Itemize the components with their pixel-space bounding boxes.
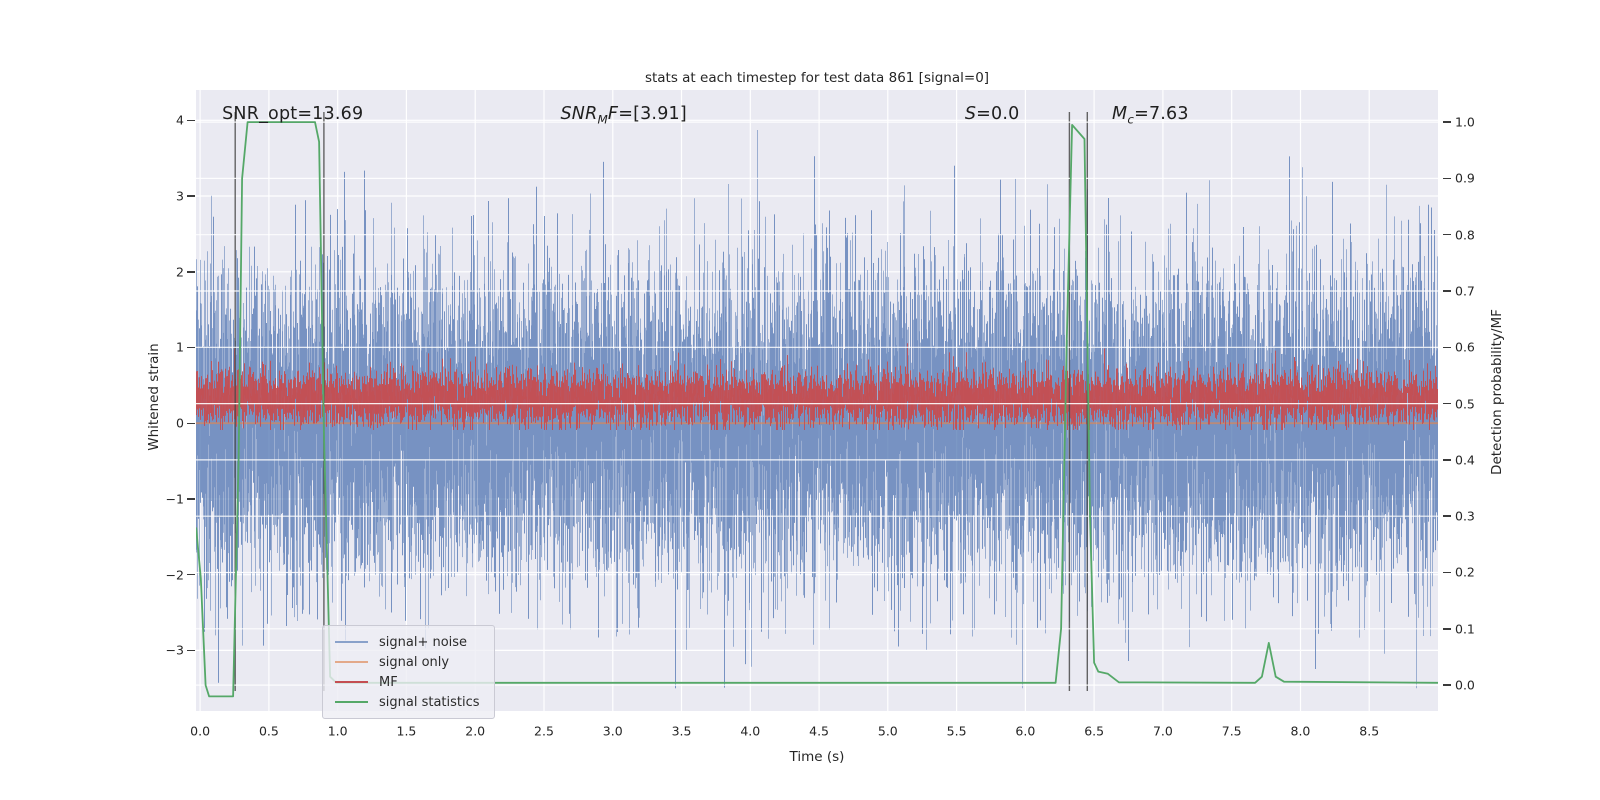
x-tick-label: 7.5 (1221, 723, 1242, 739)
x-tick-label: 3.5 (671, 723, 692, 739)
tick-mark (1443, 290, 1451, 292)
right-y-tick-label: 0.8 (1455, 227, 1475, 243)
tick-mark (1443, 628, 1451, 630)
right-y-tick-label: 0.6 (1455, 339, 1475, 355)
legend-item-signal-noise: signal+ noise (335, 635, 490, 650)
x-tick-label: 2.5 (534, 723, 554, 739)
tick-mark (1443, 515, 1451, 517)
legend: signal+ noise signal only MF signal stat… (322, 625, 495, 719)
right-y-tick-label: 0.1 (1455, 621, 1475, 637)
tick-mark (1443, 177, 1451, 180)
tick-mark (1443, 402, 1451, 405)
right-y-axis-label: Detection probability/MF (1489, 309, 1505, 475)
x-tick-label: 5.0 (877, 723, 898, 739)
x-tick-label: 1.5 (396, 723, 417, 739)
annotation-snr-opt: SNR_opt=13.69 (222, 104, 364, 124)
x-tick-label: 3.0 (602, 723, 623, 739)
left-y-tick-label: −3 (165, 642, 184, 658)
x-tick-label: 1.0 (327, 723, 348, 739)
tick-mark (187, 195, 195, 197)
annotation-snr-mf: SNRMF=[3.91] (560, 104, 687, 127)
right-y-tick-label: 0.7 (1455, 283, 1475, 299)
tick-mark (1443, 684, 1451, 686)
chart-title: stats at each timestep for test data 861… (644, 70, 990, 86)
legend-item-signal-only: signal only (335, 655, 490, 670)
left-y-tick-label: 1 (176, 339, 184, 355)
x-tick-label: 2.0 (465, 723, 486, 739)
tick-mark (1443, 571, 1451, 574)
legend-swatch-signal-noise (335, 640, 368, 644)
x-tick-label: 8.5 (1359, 723, 1380, 739)
tick-mark (1443, 459, 1451, 461)
x-tick-label: 8.0 (1290, 723, 1311, 739)
right-y-tick-label: 0.0 (1455, 677, 1475, 693)
x-tick-label: 6.5 (1084, 723, 1105, 739)
tick-mark (1443, 233, 1451, 236)
left-y-tick-label: 0 (176, 415, 184, 431)
x-tick-label: 4.0 (740, 723, 761, 739)
left-y-tick-label: 3 (176, 188, 184, 204)
tick-mark (187, 346, 195, 349)
legend-swatch-signal-only (335, 660, 368, 664)
left-y-tick-label: −2 (165, 567, 184, 583)
tick-mark (1443, 121, 1451, 123)
legend-swatch-mf (335, 680, 368, 684)
right-y-tick-label: 0.2 (1455, 564, 1475, 580)
tick-mark (187, 119, 195, 122)
annotation-s: S=0.0 (964, 104, 1020, 124)
tick-mark (187, 271, 195, 273)
x-tick-label: 4.5 (809, 723, 830, 739)
x-axis-label: Time (s) (789, 749, 845, 765)
tick-mark (187, 649, 195, 652)
tick-mark (187, 422, 195, 425)
right-y-tick-label: 0.9 (1455, 170, 1475, 186)
x-tick-label: 6.0 (1015, 723, 1036, 739)
chart-canvas (196, 90, 1438, 711)
legend-swatch-signal-statistics (335, 700, 368, 704)
x-tick-label: 7.0 (1152, 723, 1173, 739)
x-tick-label: 5.5 (946, 723, 967, 739)
annotation-mc: Mc=7.63 (1112, 104, 1189, 127)
tick-mark (187, 498, 195, 500)
legend-item-mf: MF (335, 675, 490, 690)
right-y-tick-label: 0.4 (1455, 452, 1475, 468)
right-y-tick-label: 0.5 (1455, 396, 1475, 412)
right-y-tick-label: 0.3 (1455, 508, 1475, 524)
left-y-tick-label: 2 (176, 264, 184, 280)
tick-mark (187, 573, 195, 576)
x-tick-label: 0.0 (190, 723, 211, 739)
plot-area: SNR_opt=13.69 SNRMF=[3.91] S=0.0 Mc=7.63 (196, 90, 1438, 711)
tick-mark (1443, 346, 1451, 349)
right-y-tick-label: 1.0 (1455, 114, 1475, 130)
left-y-tick-label: −1 (165, 491, 184, 507)
left-y-tick-label: 4 (176, 112, 184, 128)
x-tick-label: 0.5 (258, 723, 279, 739)
left-y-axis-label: Whitened strain (146, 343, 162, 451)
legend-item-signal-statistics: signal statistics (335, 695, 490, 710)
